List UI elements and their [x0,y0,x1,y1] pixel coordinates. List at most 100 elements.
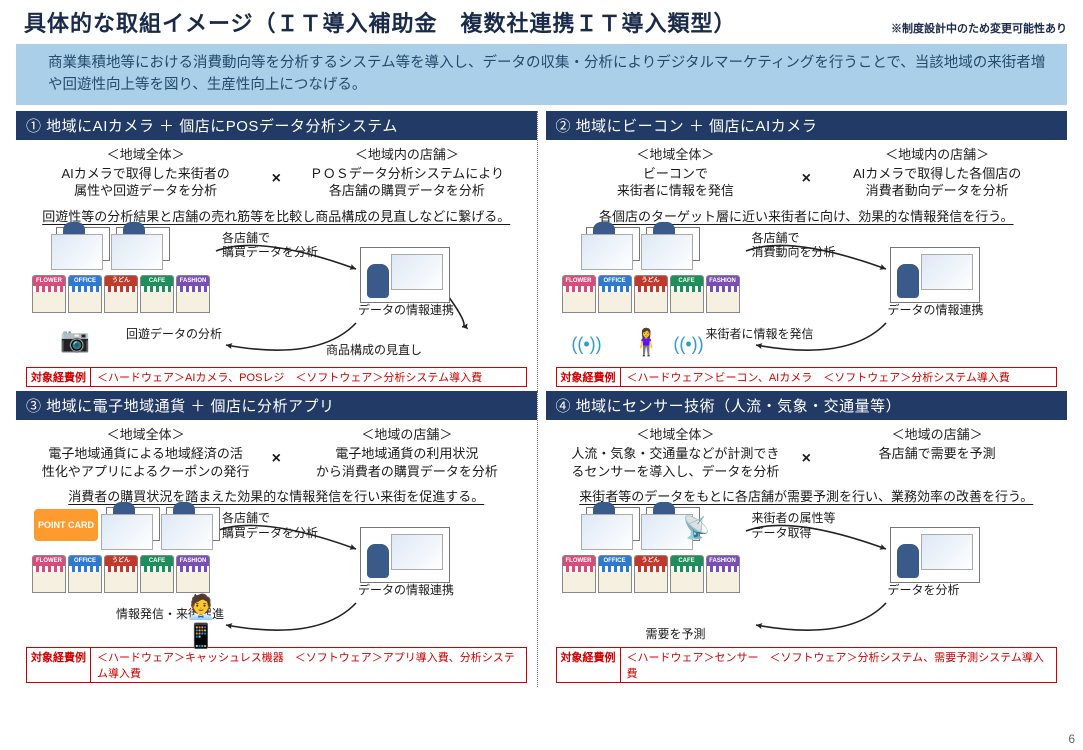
quadrant: ① 地域にAIカメラ ＋ 個店にPOSデータ分析システム ＜地域全体＞ AIカメ… [16,111,538,391]
title-footnote: ※制度設計中のため変更可能性あり [891,20,1067,38]
illustration: FLOWER OFFICE うどん CAFE FASHION 来街者の属性等デー… [556,507,1058,645]
shop-icon: FLOWER [562,555,596,593]
beacon-icon: ((•)) [566,323,608,365]
cost-row: 対象経費例 ＜ハードウェア＞キャッシュレス機器 ＜ソフトウェア＞アプリ導入費、分… [26,647,527,683]
analyst-icon [890,247,980,303]
quadrant: ④ 地域にセンサー技術（人流・気象・交通量等） ＜地域全体＞ 人流・気象・交通量… [546,391,1068,687]
column-right: ＜地域の店舗＞ 電子地域通貨の利用状況から消費者の購買データを分析 [287,424,526,480]
column-head: ＜地域全体＞ [26,144,265,163]
illus-label: 商品構成の見直し [326,343,422,357]
illus-label: データの情報連携 [358,583,454,597]
cost-row: 対象経費例 ＜ハードウェア＞AIカメラ、POSレジ ＜ソフトウェア＞分析システム… [26,367,527,387]
intro-box: 商業集積地等における消費動向等を分析するシステム等を導入し、データの収集・分析に… [16,44,1067,105]
quadrant: ③ 地域に電子地域通貨 ＋ 個店に分析アプリ ＜地域全体＞ 電子地域通貨による地… [16,391,538,687]
pointcard-icon: POINT CARD [34,509,98,541]
cost-text: ＜ハードウェア＞ビーコン、AIカメラ ＜ソフトウェア＞分析システム導入費 [621,367,1058,387]
analyst-mini-icon [116,227,170,261]
cost-row: 対象経費例 ＜ハードウェア＞ビーコン、AIカメラ ＜ソフトウェア＞分析システム導… [556,367,1058,387]
shop-row: FLOWER OFFICE うどん CAFE FASHION [562,555,740,593]
camera-icon: 📷 [54,319,96,361]
quadrant-title: ③ 地域に電子地域通貨 ＋ 個店に分析アプリ [16,391,537,420]
column-body: 電子地域通貨の利用状況から消費者の購買データを分析 [287,445,526,480]
column-head: ＜地域内の店舗＞ [817,144,1057,163]
illus-label: データを分析 [888,583,960,597]
cost-tag: 対象経費例 [556,647,621,683]
quadrant-summary: 各個店のターゲット層に近い来街者に向け、効果的な情報発信を行う。 [562,206,1052,225]
shop-icon: OFFICE [598,555,632,593]
illus-label: データの情報連携 [358,303,454,317]
column-body: AIカメラで取得した各個店の消費者動向データを分析 [817,165,1057,200]
column-body: 各店舗で需要を予測 [817,445,1057,463]
column-left: ＜地域全体＞ ビーコンで来街者に情報を発信 [556,144,796,200]
analyst-mini-icon [106,507,160,541]
cost-tag: 対象経費例 [26,647,91,683]
shop-icon: OFFICE [68,275,102,313]
column-body: ＰＯＳデータ分析システムにより各店舗の購買データを分析 [287,165,526,200]
quadrant-summary: 回遊性等の分析結果と店舗の売れ筋等を比較し商品構成の見直しなどに繋げる。 [32,206,521,225]
illus-label: 回遊データの分析 [126,327,222,341]
shop-icon: CAFE [140,275,174,313]
shop-icon: うどん [634,555,668,593]
cost-text: ＜ハードウェア＞センサー ＜ソフトウェア＞分析システム、需要予測システム導入費 [621,647,1058,683]
quadrant-summary: 消費者の購買状況を踏まえた効果的な情報発信を行い来街を促進する。 [32,486,521,505]
shop-icon: うどん [104,555,138,593]
person-icon: 🧍‍♀️ [626,321,668,363]
shop-icon: FASHION [706,275,740,313]
multiply-symbol: × [265,144,287,188]
quadrant-title: ① 地域にAIカメラ ＋ 個店にPOSデータ分析システム [16,111,537,140]
shop-icon: FLOWER [32,555,66,593]
shop-icon: FLOWER [562,275,596,313]
cost-tag: 対象経費例 [556,367,621,387]
analyst-mini-icon [586,507,640,541]
column-head: ＜地域内の店舗＞ [287,144,526,163]
analyst-icon [360,247,450,303]
column-head: ＜地域の店舗＞ [817,424,1057,443]
column-head: ＜地域全体＞ [26,424,265,443]
column-left: ＜地域全体＞ 電子地域通貨による地域経済の活性化やアプリによるクーポンの発行 [26,424,265,480]
smartphone-user-icon: 🧑‍💼📱 [186,601,228,643]
quadrant-summary: 来街者等のデータをもとに各店舗が需要予測を行い、業務効率の改善を行う。 [562,486,1052,505]
illus-label: 各店舗で消費動向を分析 [752,231,836,260]
analyst-mini-icon [166,507,220,541]
illus-label: 来街者に情報を発信 [706,327,814,341]
cost-text: ＜ハードウェア＞キャッシュレス機器 ＜ソフトウェア＞アプリ導入費、分析システム導… [91,647,527,683]
shop-icon: FLOWER [32,275,66,313]
column-left: ＜地域全体＞ AIカメラで取得した来街者の属性や回遊データを分析 [26,144,265,200]
sensor-icon: 📡 [676,507,718,549]
illus-label: 各店舗で購買データを分析 [222,231,318,260]
title-row: 具体的な取組イメージ（ＩＴ導入補助金 複数社連携ＩＴ導入類型） ※制度設計中のた… [0,0,1083,42]
cost-row: 対象経費例 ＜ハードウェア＞センサー ＜ソフトウェア＞分析システム、需要予測シス… [556,647,1058,683]
shop-icon: FASHION [176,275,210,313]
shop-row: FLOWER OFFICE うどん CAFE FASHION [32,555,210,593]
illustration: FLOWER OFFICE うどん CAFE FASHION 各店舗で消費動向を… [556,227,1058,365]
shop-icon: CAFE [670,555,704,593]
multiply-symbol: × [795,144,817,188]
illustration: FLOWER OFFICE うどん CAFE FASHION 各店舗で購買データ… [26,227,527,365]
column-body: AIカメラで取得した来街者の属性や回遊データを分析 [26,165,265,200]
shop-row: FLOWER OFFICE うどん CAFE FASHION [32,275,210,313]
illus-label: 来街者の属性等データ取得 [752,511,836,540]
page-title: 具体的な取組イメージ（ＩＴ導入補助金 複数社連携ＩＴ導入類型） [24,6,737,38]
column-right: ＜地域内の店舗＞ AIカメラで取得した各個店の消費者動向データを分析 [817,144,1057,200]
column-head: ＜地域全体＞ [556,144,796,163]
shop-icon: FASHION [706,555,740,593]
illus-label: データの情報連携 [888,303,984,317]
shop-icon: CAFE [140,555,174,593]
quadrant-title: ④ 地域にセンサー技術（人流・気象・交通量等） [546,391,1068,420]
analyst-mini-icon [646,227,700,261]
column-body: ビーコンで来街者に情報を発信 [556,165,796,200]
multiply-symbol: × [795,424,817,468]
analyst-mini-icon [56,227,110,261]
beacon-icon: ((•)) [668,323,710,365]
shop-icon: うどん [634,275,668,313]
two-column-row: ＜地域全体＞ 電子地域通貨による地域経済の活性化やアプリによるクーポンの発行 ×… [16,424,537,480]
shop-icon: OFFICE [68,555,102,593]
cost-tag: 対象経費例 [26,367,91,387]
column-left: ＜地域全体＞ 人流・気象・交通量などが計測できるセンサーを導入し、データを分析 [556,424,796,480]
analyst-icon [890,527,980,583]
shop-icon: FASHION [176,555,210,593]
quadrant-title: ② 地域にビーコン ＋ 個店にAIカメラ [546,111,1068,140]
analyst-icon [360,527,450,583]
column-right: ＜地域内の店舗＞ ＰＯＳデータ分析システムにより各店舗の購買データを分析 [287,144,526,200]
multiply-symbol: × [265,424,287,468]
